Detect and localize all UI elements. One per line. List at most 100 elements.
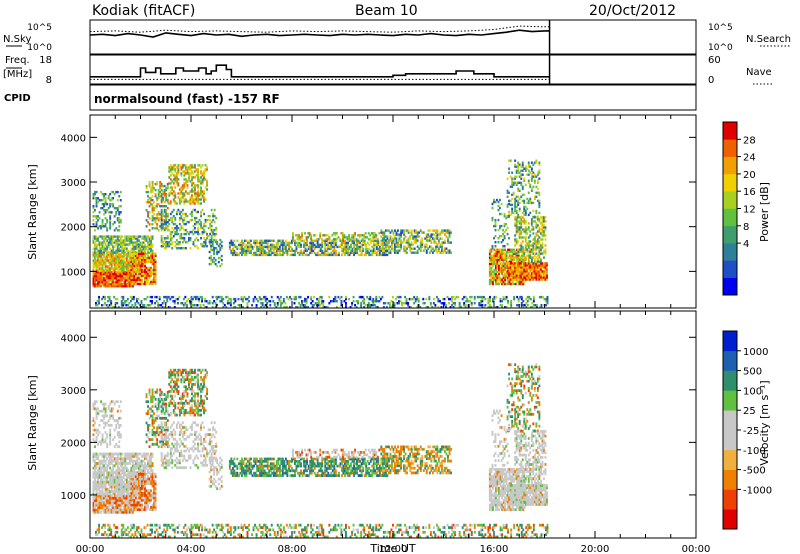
power-colorbar-segment: [723, 277, 737, 296]
power-cell: [101, 193, 104, 196]
velocity-cell: [104, 494, 107, 498]
velocity-cell: [92, 508, 95, 512]
power-cell: [392, 237, 395, 240]
power-cell: [510, 304, 513, 307]
power-cell: [108, 297, 111, 301]
power-cell: [470, 295, 473, 299]
power-cell: [370, 304, 373, 307]
velocity-cell: [110, 485, 113, 489]
power-cell: [433, 229, 436, 232]
power-cell: [328, 241, 331, 245]
power-cell: [520, 254, 523, 258]
power-cell: [489, 306, 491, 309]
velocity-cell: [98, 499, 101, 502]
power-cell: [526, 250, 529, 253]
power-cell: [211, 295, 214, 299]
power-cell: [511, 278, 514, 281]
power-cell: [195, 295, 197, 299]
power-cell: [154, 280, 157, 284]
power-cell: [153, 201, 156, 204]
power-cell: [354, 239, 357, 243]
power-cell: [100, 279, 103, 282]
power-cell: [169, 230, 172, 234]
power-cell: [145, 272, 148, 276]
power-cell: [201, 164, 204, 167]
power-cell: [515, 216, 518, 219]
power-cell: [104, 197, 107, 200]
power-cell: [95, 215, 98, 218]
power-cell: [188, 200, 190, 203]
power-cell: [317, 304, 320, 307]
power-cell: [529, 278, 532, 281]
power-cell: [377, 241, 380, 245]
power-cell: [230, 241, 233, 245]
power-cell: [404, 245, 407, 248]
power-cell: [175, 176, 178, 179]
power-cell: [204, 300, 207, 303]
power-cell: [118, 269, 121, 272]
power-cell: [100, 243, 103, 246]
power-cell: [540, 238, 542, 241]
power-cell: [298, 238, 301, 241]
power-cell: [157, 195, 160, 198]
power-cell: [264, 297, 267, 301]
power-cell: [201, 180, 204, 183]
power-cell: [97, 265, 100, 268]
power-cell: [381, 243, 384, 246]
power-cell: [336, 253, 339, 257]
power-cell: [367, 302, 370, 305]
power-cell: [509, 159, 512, 162]
power-cell: [92, 239, 95, 242]
power-cell: [203, 237, 206, 240]
power-cell: [97, 281, 100, 284]
power-cell: [292, 253, 295, 257]
power-cell: [151, 211, 154, 214]
power-cell: [360, 245, 363, 249]
power-cell: [147, 278, 150, 282]
velocity-cell: [104, 492, 107, 496]
power-cell: [518, 197, 521, 201]
power-cell: [508, 159, 511, 162]
power-cell: [192, 232, 195, 236]
power-cell: [104, 235, 107, 238]
power-cell: [104, 274, 107, 278]
power-cell: [233, 245, 236, 249]
power-cell: [540, 264, 542, 267]
power-cell: [197, 230, 200, 234]
power-cell: [139, 274, 142, 278]
power-cell: [124, 235, 127, 238]
power-cell: [463, 302, 466, 305]
power-cell: [362, 239, 365, 243]
power-cell: [243, 295, 246, 299]
power-cell: [511, 276, 514, 279]
power-cell: [464, 295, 467, 299]
power-cell: [115, 249, 118, 252]
power-cell: [157, 197, 160, 200]
velocity-cell: [100, 496, 103, 500]
power-cell: [307, 295, 310, 299]
power-cell: [197, 174, 200, 177]
power-cell: [541, 224, 544, 227]
power-cell: [107, 195, 110, 198]
power-cell: [125, 247, 128, 250]
power-cell: [521, 262, 524, 265]
power-cell: [181, 302, 184, 305]
power-cell: [316, 245, 319, 249]
power-cell: [130, 257, 133, 260]
power-cell: [94, 251, 96, 254]
power-cell: [109, 277, 112, 280]
power-cell: [515, 238, 518, 241]
power-cell: [220, 262, 223, 266]
power-cell: [383, 243, 386, 247]
power-cell: [180, 235, 183, 238]
power-cell: [97, 285, 100, 288]
power-cell: [166, 215, 169, 218]
power-cell: [130, 276, 133, 280]
power-cell: [148, 205, 151, 208]
power-cell: [166, 229, 169, 232]
power-cell: [210, 256, 213, 260]
power-cell: [458, 302, 461, 305]
power-cell: [493, 256, 496, 260]
power-cell: [317, 238, 320, 241]
power-cell: [200, 192, 203, 195]
